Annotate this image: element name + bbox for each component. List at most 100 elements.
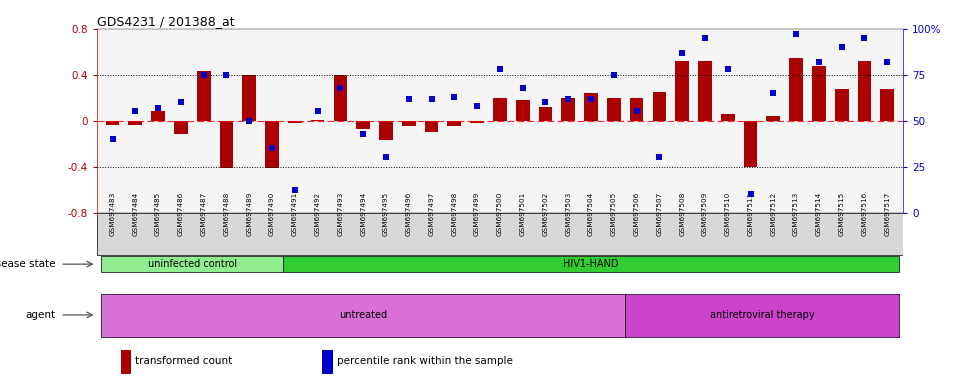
Bar [121,350,131,374]
Bar [101,256,283,273]
Bar [584,93,598,121]
Point [218,72,234,78]
Point [652,154,668,161]
Bar [266,121,279,168]
Text: GSM697510: GSM697510 [724,192,730,236]
Point [379,154,394,161]
Text: GSM697499: GSM697499 [474,192,480,236]
Text: uninfected control: uninfected control [148,259,237,269]
Bar [311,119,325,121]
Point [629,108,644,114]
Bar [174,121,187,134]
Point [788,31,804,37]
Bar [607,98,621,121]
Text: GSM697508: GSM697508 [679,192,685,236]
Bar [858,61,871,121]
Point [151,105,166,111]
Point [173,99,188,105]
Bar [721,114,734,121]
Text: untreated: untreated [339,310,387,320]
Text: GSM697501: GSM697501 [520,192,526,236]
Point [332,84,348,91]
Bar [625,294,898,337]
Point [105,136,121,142]
Point [538,99,554,105]
Point [355,131,371,137]
Point [560,96,576,102]
Bar [835,88,848,121]
Bar [447,121,461,126]
Text: GSM697505: GSM697505 [611,192,617,236]
Point [515,84,530,91]
Bar [323,350,333,374]
Text: GSM697498: GSM697498 [451,192,457,236]
Point [492,66,508,72]
Text: disease state: disease state [0,259,56,269]
Text: GSM697490: GSM697490 [270,192,275,236]
Text: GSM697494: GSM697494 [360,192,366,236]
Text: GSM697488: GSM697488 [223,192,230,236]
Bar [152,111,165,121]
Text: percentile rank within the sample: percentile rank within the sample [337,356,513,366]
Bar [128,121,142,125]
Point [879,59,895,65]
Text: agent: agent [25,310,56,320]
Text: GSM697491: GSM697491 [292,192,298,236]
Text: GSM697497: GSM697497 [429,192,435,236]
Text: GSM697506: GSM697506 [634,192,639,236]
Bar [698,61,712,121]
Point [242,118,257,124]
Bar [470,121,484,123]
Point [606,72,621,78]
Text: GSM697502: GSM697502 [543,192,549,236]
Text: GSM697492: GSM697492 [315,192,321,236]
Bar [197,71,211,121]
Text: GSM697489: GSM697489 [246,192,252,236]
Bar [766,116,781,121]
Bar [425,121,439,132]
Bar [97,212,903,255]
Point [857,35,872,41]
Point [196,72,212,78]
Bar [675,61,689,121]
Bar [402,121,415,126]
Point [811,59,827,65]
Bar [219,121,234,168]
Text: GSM697487: GSM697487 [201,192,207,236]
Point [697,35,713,41]
Text: GSM697514: GSM697514 [816,192,822,236]
Bar [101,294,625,337]
Point [401,96,416,102]
Text: GSM697512: GSM697512 [770,192,777,236]
Bar [516,100,529,121]
Point [310,108,326,114]
Bar [283,256,898,273]
Bar [789,58,803,121]
Point [287,187,302,194]
Text: GSM697504: GSM697504 [588,192,594,236]
Point [424,96,440,102]
Text: GSM697493: GSM697493 [337,192,343,236]
Bar [288,121,301,123]
Bar [379,121,393,140]
Text: GSM697515: GSM697515 [838,192,844,236]
Text: GSM697486: GSM697486 [178,192,184,236]
Text: GSM697513: GSM697513 [793,192,799,236]
Point [743,191,758,197]
Bar [880,88,895,121]
Bar [630,98,643,121]
Text: GSM697483: GSM697483 [109,192,116,236]
Text: GSM697485: GSM697485 [156,192,161,236]
Bar [561,98,575,121]
Text: GSM697500: GSM697500 [497,192,503,236]
Point [766,90,781,96]
Point [720,66,735,72]
Text: transformed count: transformed count [135,356,233,366]
Bar [333,75,347,121]
Bar [242,75,256,121]
Bar [105,121,120,125]
Point [446,94,462,100]
Bar [653,92,667,121]
Text: GDS4231 / 201388_at: GDS4231 / 201388_at [97,15,234,28]
Bar [744,121,757,167]
